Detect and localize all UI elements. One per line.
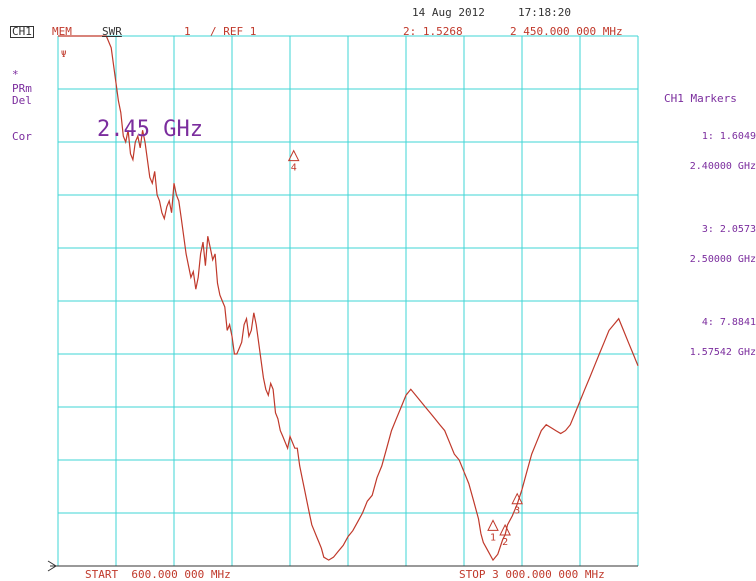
marker-frequency: 1.57542 GHz	[664, 348, 756, 358]
active-marker-frequency: 2 450.000 000 MHz	[510, 26, 623, 38]
marker-2-label: 2	[502, 537, 508, 548]
marker-frequency: 2.50000 GHz	[664, 255, 756, 265]
markers-panel-title: CH1 Markers	[664, 94, 756, 104]
chart-markers: 1 2 3 4	[289, 151, 523, 548]
format-label: SWR	[102, 26, 122, 38]
left-annotation-prm: PRm	[12, 83, 32, 94]
frequency-annotation: 2.45 GHz	[97, 117, 203, 143]
marker-1-label: 1	[490, 532, 496, 543]
marker-item: 1: 1.6049 2.40000 GHz	[664, 112, 756, 192]
scale-label: 1	[184, 26, 191, 38]
ref-label: / REF 1	[210, 26, 256, 38]
date-label: 14 Aug 2012	[412, 7, 485, 19]
stop-frequency: STOP 3 000.000 000 MHz	[459, 569, 605, 581]
start-frequency: START 600.000 000 MHz	[85, 569, 231, 581]
marker-value: 1: 1.6049	[664, 132, 756, 142]
channel-label[interactable]: CH1	[10, 26, 34, 38]
reference-level-symbol: Ψ	[61, 49, 66, 61]
active-marker-value: 2: 1.5268	[403, 26, 463, 38]
marker-value: 4: 7.8841	[664, 318, 756, 328]
mem-label: MEM	[52, 26, 72, 38]
marker-3-label: 3	[514, 506, 520, 517]
markers-panel: CH1 Markers 1: 1.6049 2.40000 GHz 3: 2.0…	[664, 94, 756, 391]
marker-value: 3: 2.0573	[664, 225, 756, 235]
time-label: 17:18:20	[518, 7, 571, 19]
left-annotation-star: *	[12, 69, 19, 81]
marker-1-triangle	[488, 520, 498, 530]
marker-item: 4: 7.8841 1.57542 GHz	[664, 298, 756, 378]
marker-frequency: 2.40000 GHz	[664, 162, 756, 172]
marker-4-label: 4	[291, 163, 297, 174]
marker-item: 3: 2.0573 2.50000 GHz	[664, 205, 756, 285]
left-annotation-del: Del	[12, 95, 32, 106]
left-annotation-cor: Cor	[12, 131, 32, 143]
